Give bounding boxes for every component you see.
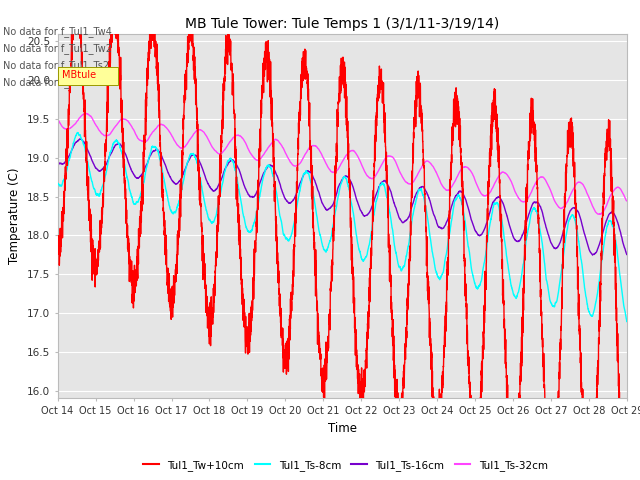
Tul1_Ts-32cm	[321, 159, 329, 165]
Tul1_Ts-8cm	[74, 130, 81, 135]
Tul1_Ts-16cm	[623, 251, 630, 257]
Title: MB Tule Tower: Tule Temps 1 (3/1/11-3/19/14): MB Tule Tower: Tule Temps 1 (3/1/11-3/19…	[185, 17, 500, 31]
Tul1_Ts-32cm	[82, 110, 90, 116]
Tul1_Ts-32cm	[54, 117, 61, 123]
Tul1_Ts-32cm	[156, 121, 164, 127]
Line: Tul1_Ts-8cm: Tul1_Ts-8cm	[58, 132, 627, 322]
Tul1_Ts-32cm	[502, 171, 510, 177]
Tul1_Tw+10cm	[321, 362, 329, 368]
Tul1_Ts-16cm	[156, 150, 164, 156]
Tul1_Ts-32cm	[623, 198, 631, 204]
Text: No data for f_Tul1_Tw2: No data for f_Tul1_Tw2	[3, 43, 112, 54]
Line: Tul1_Ts-16cm: Tul1_Ts-16cm	[58, 139, 627, 255]
Tul1_Tw+10cm	[502, 373, 510, 379]
Tul1_Ts-16cm	[589, 252, 596, 258]
Line: Tul1_Tw+10cm: Tul1_Tw+10cm	[58, 0, 627, 480]
Tul1_Tw+10cm	[156, 143, 164, 148]
Tul1_Ts-16cm	[623, 252, 631, 258]
Tul1_Ts-16cm	[54, 160, 61, 166]
Text: No data for f_Tul1_Tw4: No data for f_Tul1_Tw4	[3, 26, 112, 37]
Tul1_Ts-8cm	[470, 278, 478, 284]
Tul1_Ts-8cm	[439, 270, 447, 276]
Tul1_Ts-8cm	[623, 317, 630, 323]
Tul1_Ts-16cm	[321, 205, 329, 211]
Tul1_Ts-32cm	[596, 211, 604, 217]
Tul1_Ts-8cm	[502, 253, 510, 259]
Tul1_Ts-32cm	[470, 175, 478, 181]
X-axis label: Time: Time	[328, 421, 357, 434]
Tul1_Ts-16cm	[470, 225, 478, 231]
Tul1_Tw+10cm	[54, 243, 61, 249]
Tul1_Tw+10cm	[439, 385, 447, 391]
Tul1_Tw+10cm	[470, 443, 478, 448]
Tul1_Ts-8cm	[623, 319, 631, 324]
Legend: Tul1_Tw+10cm, Tul1_Ts-8cm, Tul1_Ts-16cm, Tul1_Ts-32cm: Tul1_Tw+10cm, Tul1_Ts-8cm, Tul1_Ts-16cm,…	[140, 456, 552, 475]
Line: Tul1_Ts-32cm: Tul1_Ts-32cm	[58, 113, 627, 214]
Text: No data for f_Tul1_Ts2: No data for f_Tul1_Ts2	[3, 60, 109, 71]
Tul1_Ts-8cm	[321, 248, 329, 254]
Text: No data for f_MBtule: No data for f_MBtule	[3, 77, 104, 88]
Tul1_Ts-16cm	[76, 136, 84, 142]
Tul1_Ts-16cm	[502, 211, 510, 217]
Tul1_Ts-32cm	[439, 183, 447, 189]
Tul1_Ts-32cm	[623, 198, 630, 204]
Tul1_Ts-8cm	[156, 157, 164, 163]
Y-axis label: Temperature (C): Temperature (C)	[8, 168, 21, 264]
Tul1_Ts-16cm	[439, 226, 447, 231]
Text: MBtule: MBtule	[62, 71, 96, 80]
Tul1_Ts-8cm	[54, 181, 61, 187]
